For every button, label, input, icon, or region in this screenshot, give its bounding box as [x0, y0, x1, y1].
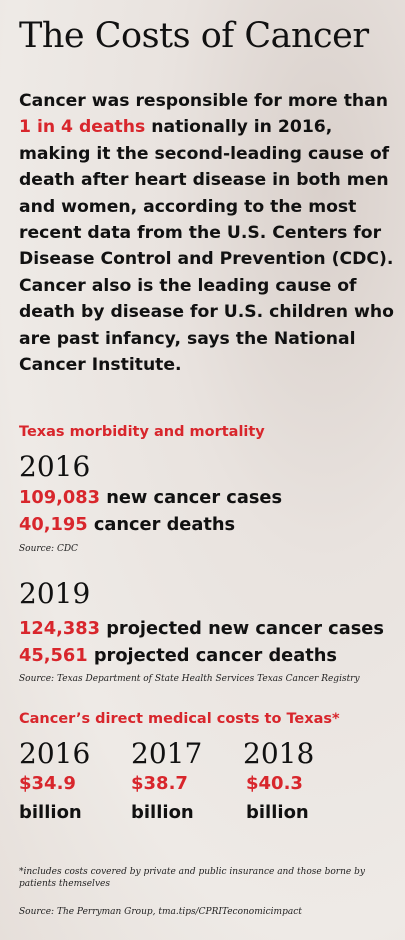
cost-2016-year: 2016: [19, 737, 91, 770]
intro-text-before: Cancer was responsible for more than: [19, 91, 388, 111]
cost-2017-year: 2017: [131, 737, 203, 770]
stat-2016-deaths-label: cancer deaths: [87, 514, 236, 535]
cost-2016-amount: $34.9: [19, 773, 76, 794]
intro-highlight: 1 in 4 deaths: [19, 117, 146, 138]
year-2019: 2019: [19, 577, 91, 610]
cost-2018-year: 2018: [243, 737, 315, 770]
intro-paragraph: Cancer was responsible for more than 1 i…: [19, 88, 399, 378]
stat-2016-deaths: 40,195 cancer deaths: [19, 514, 235, 535]
stat-2016-cases-label: new cancer cases: [100, 487, 283, 508]
cost-2016-unit: billion: [19, 802, 82, 823]
stat-2016-cases-number: 109,083: [19, 487, 100, 508]
cost-2018-unit: billion: [246, 802, 309, 823]
source-cdc: Source: CDC: [19, 544, 78, 554]
stat-2019-deaths-label: projected cancer deaths: [87, 645, 337, 666]
stat-2019-cases: 124,383 projected new cancer cases: [19, 618, 384, 639]
stat-2019-cases-label: projected new cancer cases: [100, 618, 384, 639]
stat-2016-deaths-number: 40,195: [19, 514, 88, 535]
morbidity-heading: Texas morbidity and mortality: [19, 424, 265, 440]
page-title: The Costs of Cancer: [19, 16, 369, 56]
stat-2019-deaths-number: 45,561: [19, 645, 88, 666]
stat-2019-deaths: 45,561 projected cancer deaths: [19, 645, 337, 666]
cost-2017-unit: billion: [131, 802, 194, 823]
year-2016: 2016: [19, 450, 91, 483]
stat-2016-cases: 109,083 new cancer cases: [19, 487, 282, 508]
intro-text-after: nationally in 2016, making it the second…: [19, 117, 394, 376]
stat-2019-cases-number: 124,383: [19, 618, 100, 639]
cost-2017-amount: $38.7: [131, 773, 188, 794]
source-texas-registry: Source: Texas Department of State Health…: [19, 674, 360, 684]
costs-heading: Cancer’s direct medical costs to Texas*: [19, 711, 340, 727]
cost-2018-amount: $40.3: [246, 773, 303, 794]
costs-footnote: *includes costs covered by private and p…: [19, 867, 365, 889]
source-perryman: Source: The Perryman Group, tma.tips/CPR…: [19, 907, 302, 917]
